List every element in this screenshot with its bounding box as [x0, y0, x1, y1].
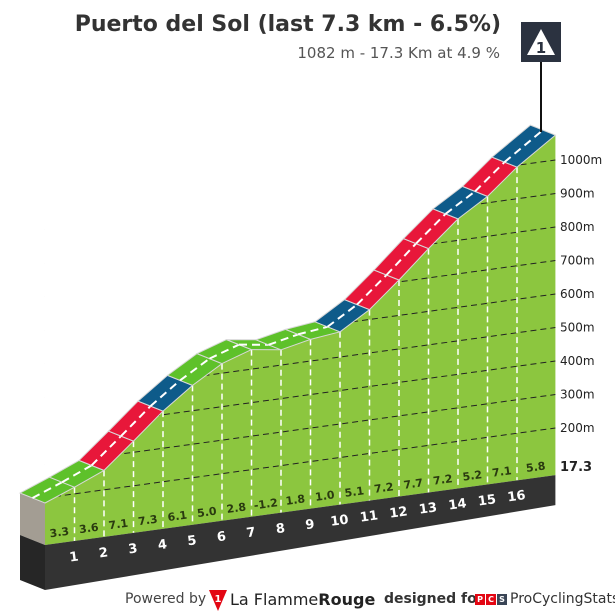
category-triangle-icon: [527, 29, 555, 55]
road-centerline: [326, 303, 358, 328]
distance-band: [45, 475, 556, 590]
gradient-label: 6.1: [167, 509, 188, 525]
gradient-label: 7.1: [108, 517, 129, 533]
y-tick-label: 300m: [560, 388, 595, 402]
km-label: 8: [275, 521, 286, 537]
y-tick-label: 200m: [560, 421, 595, 435]
designed-for-label: designed for: [384, 591, 484, 607]
road-centerline: [356, 274, 388, 306]
road-centerline: [444, 190, 476, 215]
gradient-label: 1.0: [314, 488, 335, 504]
gradient-label: 3.3: [49, 525, 70, 541]
powered-by-label: Powered by: [125, 591, 207, 607]
gradient-label: 1.8: [285, 492, 306, 508]
elevation-gridline: [44, 427, 556, 499]
gradient-label: 5.1: [344, 484, 365, 500]
gradient-label: 5.0: [196, 505, 217, 521]
km-label: 15: [477, 492, 497, 509]
road-centerline: [61, 464, 92, 484]
road-centerline: [179, 357, 211, 382]
km-label: 3: [128, 541, 139, 557]
climb-summary: 1082 m - 17.3 Km at 4.9 %: [297, 44, 500, 62]
la-flamme-rouge-link[interactable]: La FlammeRouge: [230, 590, 375, 609]
y-tick-label: 1000m: [560, 153, 602, 167]
gradient-label: 7.2: [432, 472, 453, 488]
road-centerline: [415, 213, 447, 245]
km-label: 13: [418, 500, 438, 517]
gradient-label: -1.2: [253, 496, 279, 512]
distance-end-label: 17.3: [560, 460, 592, 475]
km-label: 2: [98, 545, 109, 561]
road-centerline: [32, 481, 63, 499]
footer: Powered by 1 La FlammeRouge designed for…: [0, 588, 615, 612]
gradient-label: 2.8: [226, 500, 247, 516]
road-centerline: [209, 343, 240, 360]
gradient-label: 5.8: [525, 459, 546, 475]
km-label: 6: [216, 529, 227, 545]
brand-name-b: Rouge: [318, 590, 376, 609]
gradient-label: 7.3: [137, 513, 158, 529]
gradient-label: 7.2: [373, 480, 394, 496]
svg-text:1: 1: [215, 594, 222, 605]
climb-profile-chart: 1000m 900m 800m 700m 600m 500m 400m 300m 200m 3.3…: [18, 22, 602, 590]
road-centerline: [90, 435, 122, 467]
y-tick-label: 400m: [560, 354, 595, 368]
gradient-label: 7.7: [403, 476, 424, 492]
elevation-gridline: [44, 394, 556, 465]
km-label: 16: [507, 488, 527, 505]
base-side-face: [20, 535, 45, 590]
km-label: 4: [157, 537, 168, 553]
gradient-label: 3.6: [78, 521, 99, 537]
road-segment: [491, 124, 557, 168]
road-centerline: [268, 333, 299, 346]
gradient-label: 5.2: [462, 468, 483, 484]
y-tick-label: 500m: [560, 321, 595, 335]
pcs-logo-icon[interactable]: P C S: [475, 594, 507, 605]
road-centerline: [385, 242, 417, 276]
la-flamme-rouge-logo-icon[interactable]: 1: [208, 588, 228, 612]
road-centerline: [474, 161, 506, 193]
y-tick-label: 600m: [560, 287, 595, 301]
km-label: 1: [69, 549, 80, 565]
km-label: 12: [389, 504, 409, 521]
road-centerline: [503, 129, 544, 163]
y-tick-label: 700m: [560, 254, 595, 268]
km-label: 10: [330, 512, 350, 529]
gradient-label: 7.1: [491, 464, 512, 480]
y-tick-label: 800m: [560, 220, 595, 234]
pcs-p: P: [475, 594, 485, 605]
km-label: 11: [359, 508, 379, 525]
km-label: 9: [305, 517, 316, 533]
climb-title: Puerto del Sol (last 7.3 km - 6.5%): [74, 12, 501, 37]
y-tick-label: 900m: [560, 187, 595, 201]
km-label: 5: [187, 533, 198, 549]
category-label: 1: [536, 39, 546, 57]
profile-side-face: [20, 493, 45, 545]
km-label: 14: [448, 496, 468, 513]
road-centerline: [120, 405, 152, 437]
road-centerline: [297, 325, 328, 336]
procyclingstats-link[interactable]: ProCyclingStats: [510, 591, 615, 607]
summit-marker: 1: [521, 22, 561, 62]
pcs-c: C: [486, 594, 496, 605]
brand-name-a: La Flamme: [230, 590, 319, 609]
pcs-s: S: [497, 594, 507, 605]
road-centerline: [149, 379, 181, 407]
km-label: 7: [246, 525, 257, 541]
